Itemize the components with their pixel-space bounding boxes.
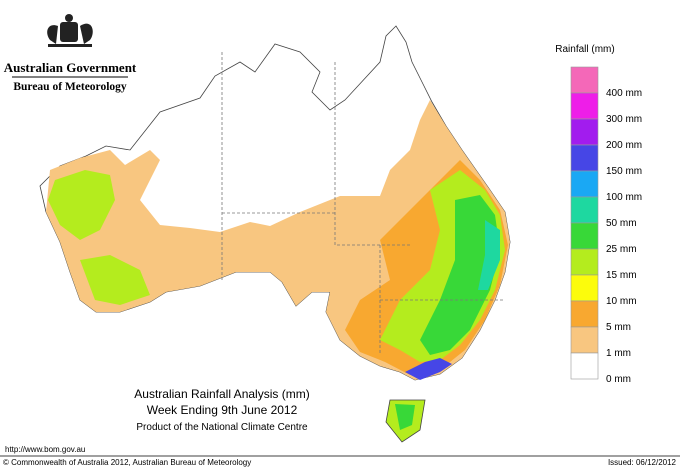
legend-label: 10 mm (606, 296, 637, 307)
legend-swatch (570, 326, 599, 354)
title-line: Product of the National Climate Centre (136, 422, 308, 433)
legend-swatch (570, 118, 599, 146)
rain-sw (48, 170, 115, 240)
legend-label: 15 mm (606, 270, 637, 281)
crest (47, 14, 93, 47)
legend-swatch (570, 300, 599, 328)
legend-label: 400 mm (606, 88, 642, 99)
title-line: Week Ending 9th June 2012 (147, 403, 298, 417)
legend-label: 200 mm (606, 140, 642, 151)
legend-swatch (570, 66, 599, 94)
legend-label: 5 mm (606, 322, 631, 333)
legend-label: 300 mm (606, 114, 642, 125)
tas-25mm (395, 404, 415, 430)
legend-swatch (570, 196, 599, 224)
legend-label: 150 mm (606, 166, 642, 177)
legend-swatch (570, 352, 599, 380)
legend-label: 50 mm (606, 218, 637, 229)
gov-name: Australian Government (4, 60, 137, 75)
rain-south (80, 255, 150, 305)
title-line: Australian Rainfall Analysis (mm) (134, 387, 309, 401)
legend-label: 0 mm (606, 374, 631, 385)
rain-150mm (405, 358, 452, 380)
legend-label: 1 mm (606, 348, 631, 359)
rain-25mm (420, 195, 500, 355)
state-borders (221, 52, 505, 355)
legend-swatch (570, 248, 599, 276)
legend-title: Rainfall (mm) (555, 44, 614, 55)
legend: Rainfall (mm) 400 mm 300 mm 200 mm 150 mm 10… (555, 44, 642, 385)
legend-swatch (570, 144, 599, 172)
legend-label: 25 mm (606, 244, 637, 255)
url: http://www.bom.gov.au (5, 445, 85, 454)
legend-swatch (570, 92, 599, 120)
map (39, 25, 511, 443)
legend-label: 100 mm (606, 192, 642, 203)
legend-swatch (570, 222, 599, 250)
issued: Issued: 06/12/2012 (608, 458, 677, 467)
legend-swatch (570, 274, 599, 302)
agency-name: Bureau of Meteorology (13, 81, 127, 93)
legend-swatch (570, 170, 599, 198)
rain-50mm (478, 220, 500, 290)
copyright: © Commonwealth of Australia 2012, Austra… (3, 458, 251, 467)
